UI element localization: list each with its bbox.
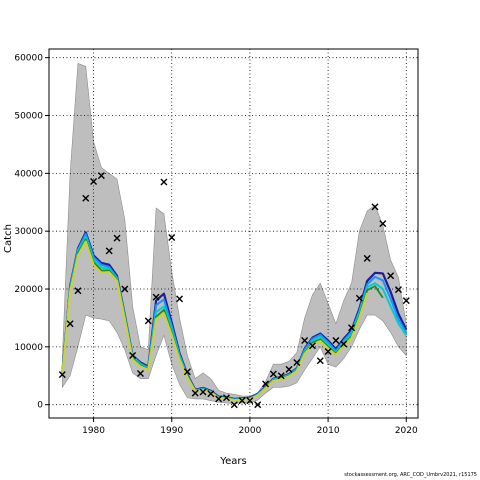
observed-catch-point (144, 317, 152, 325)
observed-catch-point (363, 254, 371, 262)
footer-credit: stockassessment.org, ARC_COD_Umbrv2021, … (344, 472, 477, 478)
observed-catch-point (269, 370, 277, 378)
observed-catch-point (301, 337, 309, 344)
observed-catch-point (246, 397, 254, 405)
observed-catch-point (387, 272, 395, 280)
observed-catch-point (348, 324, 356, 332)
observed-catch-point (176, 295, 184, 303)
observed-catch-point (262, 380, 270, 388)
observed-catch-point (160, 178, 168, 186)
observed-catch-point (332, 337, 340, 344)
observed-catch-point (277, 372, 285, 380)
observed-catch-point (152, 293, 160, 301)
observed-catch-point (215, 395, 223, 403)
observed-catch-point (308, 342, 316, 350)
observed-catch-point (324, 347, 332, 355)
y-tick-label: 40000 (14, 169, 43, 179)
observed-catch-point (129, 352, 137, 360)
x-tick-label: 1980 (82, 426, 105, 436)
observed-catch-point (183, 368, 191, 376)
y-axis: 0 10000 20000 30000 40000 50000 60000 (14, 54, 49, 411)
observed-catch-point (379, 220, 387, 228)
observed-catch-point (105, 247, 113, 255)
observed-catch-point (394, 286, 402, 294)
plot-frame (48, 48, 419, 419)
observed-catch-point (230, 401, 238, 409)
observed-catch-point (113, 234, 121, 242)
y-tick-label: 60000 (14, 54, 43, 64)
x-axis: 1980 1990 2000 2010 2020 (82, 418, 418, 436)
observed-catch-point (371, 203, 379, 211)
x-tick-label: 2010 (317, 426, 340, 436)
y-tick-label: 0 (37, 401, 43, 411)
observed-catch-point (285, 365, 293, 373)
observed-catch-point (207, 390, 215, 398)
observed-catch-point (222, 394, 230, 402)
observed-catch-point (355, 294, 363, 302)
series-layer (61, 231, 408, 402)
observed-catch-layer (58, 172, 410, 409)
observed-catch-point (191, 389, 199, 397)
x-axis-title: Years (219, 456, 246, 467)
x-tick-label: 1990 (160, 426, 183, 436)
observed-catch-point (402, 297, 410, 305)
y-tick-label: 10000 (14, 343, 43, 353)
observed-catch-point (97, 172, 105, 180)
observed-catch-point (66, 320, 74, 328)
observed-catch-point (58, 371, 66, 379)
observed-catch-point (136, 369, 144, 377)
observed-catch-point (168, 234, 176, 242)
y-tick-label: 50000 (14, 112, 43, 122)
observed-catch-point (254, 401, 262, 409)
observed-catch-point (90, 177, 98, 185)
y-tick-label: 20000 (14, 285, 43, 295)
confidence-band (61, 63, 407, 404)
observed-catch-point (199, 388, 207, 396)
x-tick-label: 2020 (395, 426, 418, 436)
y-tick-label: 30000 (14, 227, 43, 237)
series-line-5 (61, 240, 369, 402)
observed-catch-point (293, 358, 301, 366)
y-axis-title: Catch (3, 224, 14, 253)
x-tick-label: 2000 (238, 426, 261, 436)
observed-catch-point (74, 287, 82, 295)
observed-catch-point (82, 194, 90, 202)
observed-catch-point (238, 397, 246, 405)
observed-catch-point (340, 340, 348, 348)
observed-catch-point (121, 285, 129, 293)
confidence-band-layer (61, 63, 407, 404)
observed-catch-point (316, 357, 324, 365)
